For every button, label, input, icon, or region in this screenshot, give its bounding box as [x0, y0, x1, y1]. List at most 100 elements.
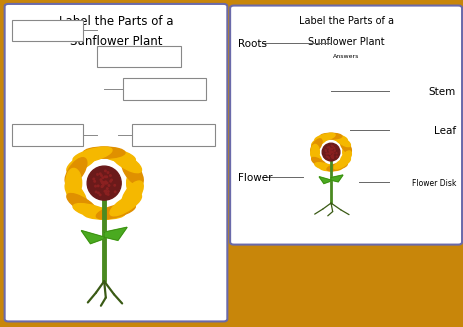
Ellipse shape: [336, 153, 337, 154]
Ellipse shape: [101, 182, 103, 183]
Ellipse shape: [330, 149, 331, 150]
Ellipse shape: [65, 181, 87, 209]
Ellipse shape: [340, 151, 351, 165]
Ellipse shape: [121, 181, 143, 209]
Ellipse shape: [105, 190, 106, 192]
Ellipse shape: [106, 176, 107, 178]
Ellipse shape: [331, 151, 332, 152]
Ellipse shape: [334, 135, 350, 146]
Ellipse shape: [332, 148, 333, 149]
Ellipse shape: [111, 179, 113, 181]
Ellipse shape: [327, 133, 347, 141]
Ellipse shape: [101, 175, 102, 176]
Ellipse shape: [320, 133, 342, 139]
Ellipse shape: [100, 179, 102, 181]
Polygon shape: [81, 231, 104, 244]
Ellipse shape: [107, 191, 109, 192]
Ellipse shape: [105, 182, 106, 184]
Ellipse shape: [334, 150, 335, 151]
Text: Roots: Roots: [238, 39, 268, 49]
Text: Stem: Stem: [429, 87, 456, 96]
Ellipse shape: [329, 150, 330, 151]
FancyBboxPatch shape: [230, 6, 462, 245]
Text: Label the Parts of a: Label the Parts of a: [299, 16, 394, 26]
Ellipse shape: [311, 145, 319, 160]
Ellipse shape: [312, 158, 328, 169]
Ellipse shape: [94, 181, 95, 182]
Bar: [12, 20, 83, 41]
Ellipse shape: [66, 168, 81, 198]
Ellipse shape: [105, 170, 106, 172]
Ellipse shape: [106, 192, 107, 194]
FancyBboxPatch shape: [5, 4, 227, 321]
Polygon shape: [104, 227, 127, 240]
Ellipse shape: [96, 204, 135, 219]
Ellipse shape: [332, 157, 333, 158]
Ellipse shape: [315, 163, 335, 171]
Ellipse shape: [67, 194, 98, 216]
Ellipse shape: [330, 153, 331, 154]
Ellipse shape: [83, 147, 125, 158]
Ellipse shape: [101, 186, 103, 187]
Text: Flower: Flower: [238, 173, 273, 183]
Ellipse shape: [73, 147, 112, 163]
Ellipse shape: [98, 192, 99, 194]
Text: Leaf: Leaf: [434, 126, 456, 136]
Ellipse shape: [65, 158, 87, 185]
Ellipse shape: [95, 185, 96, 187]
Text: Flower Disk: Flower Disk: [412, 179, 456, 188]
Bar: [97, 46, 181, 67]
Ellipse shape: [114, 191, 116, 193]
Ellipse shape: [96, 147, 135, 163]
Ellipse shape: [325, 149, 326, 150]
Ellipse shape: [330, 151, 331, 152]
Ellipse shape: [326, 156, 327, 157]
Text: Label the Parts of a: Label the Parts of a: [59, 15, 173, 28]
Ellipse shape: [343, 145, 351, 160]
Ellipse shape: [327, 147, 328, 148]
Ellipse shape: [329, 151, 330, 152]
Text: Sunflower Plant: Sunflower Plant: [308, 37, 384, 47]
Ellipse shape: [110, 175, 111, 176]
Ellipse shape: [110, 194, 142, 216]
Ellipse shape: [106, 188, 108, 189]
Ellipse shape: [102, 177, 104, 179]
Ellipse shape: [103, 182, 105, 184]
Ellipse shape: [97, 185, 99, 187]
Ellipse shape: [102, 184, 104, 186]
Ellipse shape: [315, 133, 335, 141]
Ellipse shape: [97, 174, 98, 175]
Ellipse shape: [127, 168, 143, 198]
Ellipse shape: [87, 166, 121, 200]
Ellipse shape: [336, 156, 337, 157]
Ellipse shape: [108, 185, 110, 186]
Ellipse shape: [326, 153, 327, 154]
Ellipse shape: [101, 181, 102, 182]
Ellipse shape: [103, 181, 105, 183]
Bar: [12, 124, 83, 146]
Ellipse shape: [106, 193, 107, 195]
Ellipse shape: [332, 146, 333, 147]
Ellipse shape: [311, 151, 322, 165]
Ellipse shape: [67, 150, 98, 173]
Ellipse shape: [73, 204, 112, 219]
Ellipse shape: [95, 191, 97, 193]
Ellipse shape: [104, 191, 106, 192]
Ellipse shape: [105, 181, 106, 182]
Ellipse shape: [106, 182, 108, 184]
Ellipse shape: [330, 151, 331, 152]
Ellipse shape: [102, 182, 103, 183]
Ellipse shape: [100, 194, 101, 196]
Ellipse shape: [333, 153, 334, 154]
Ellipse shape: [320, 165, 342, 171]
Ellipse shape: [121, 158, 143, 185]
Polygon shape: [319, 177, 331, 183]
Ellipse shape: [107, 194, 109, 195]
Ellipse shape: [110, 150, 142, 173]
Ellipse shape: [83, 208, 125, 219]
Ellipse shape: [327, 163, 347, 171]
Bar: [132, 124, 215, 146]
Ellipse shape: [334, 158, 350, 169]
Ellipse shape: [110, 181, 112, 182]
Ellipse shape: [93, 178, 94, 180]
